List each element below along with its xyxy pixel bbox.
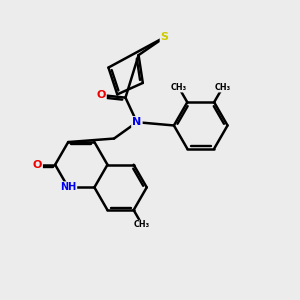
Text: CH₃: CH₃ (214, 83, 231, 92)
Text: N: N (132, 117, 142, 127)
Text: CH₃: CH₃ (171, 83, 187, 92)
Text: O: O (96, 90, 106, 100)
Text: NH: NH (60, 182, 76, 192)
Text: CH₃: CH₃ (134, 220, 150, 229)
Text: O: O (32, 160, 42, 170)
Text: NH: NH (60, 182, 76, 192)
Text: S: S (161, 32, 169, 42)
Text: O: O (96, 90, 106, 100)
Text: N: N (132, 117, 142, 127)
Text: O: O (32, 160, 42, 170)
Text: S: S (161, 32, 169, 42)
